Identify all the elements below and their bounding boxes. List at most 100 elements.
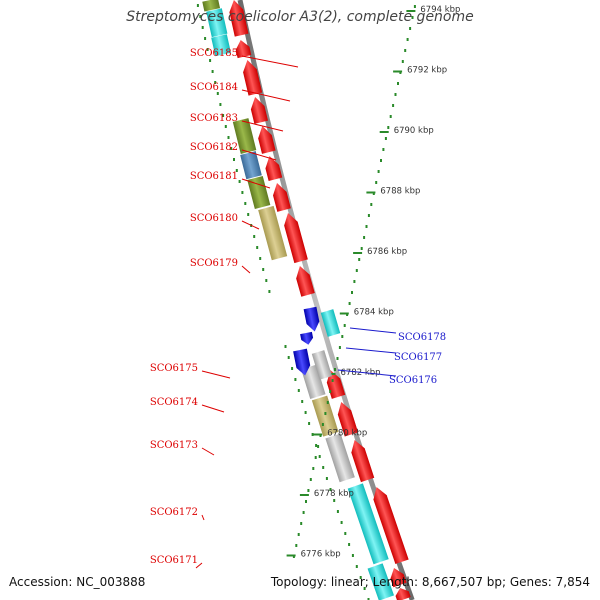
lower-strand-rail-dot: [325, 477, 328, 480]
ruler-tick: [392, 104, 395, 107]
lower-strand-rail-dot: [315, 444, 318, 447]
ruler-major-tick: [313, 433, 323, 436]
ruler-label: 6786 kbp: [367, 247, 407, 257]
gene-label-sco6180: SCO6180: [190, 213, 260, 230]
feature-block-3-shape: [211, 34, 231, 57]
forward-gene-3-shape: [243, 60, 263, 96]
upper-strand-rail-dot: [247, 213, 250, 216]
gene-name: SCO6172: [150, 507, 198, 518]
leader-line: [345, 347, 397, 354]
gene-label-sco6174: SCO6174: [150, 397, 225, 413]
lower-strand-rail-dot: [333, 499, 336, 502]
ruler-major-tick: [366, 191, 376, 194]
lower-strand-rail-dot: [301, 400, 304, 403]
feature-block-11-shape: [347, 483, 389, 565]
gene-label-sco6185: SCO6185: [190, 48, 299, 68]
leader-line: [349, 327, 397, 334]
upper-strand-rail-dot: [241, 191, 244, 194]
leader-line: [241, 265, 251, 274]
upper-strand-rail-dot: [253, 235, 256, 238]
reverse-cyan-block-shape: [320, 309, 341, 337]
ruler-label: 6788 kbp: [380, 186, 420, 196]
upper-strand-rail-dot: [265, 279, 268, 282]
reverse-cyan-block-block: [320, 309, 341, 337]
ruler-major-tick: [393, 70, 403, 73]
lower-strand-rail-dot: [367, 598, 370, 600]
ruler-tick: [353, 280, 356, 283]
upper-strand-rail-dot: [219, 103, 222, 106]
forward-gene-2-shape: [235, 40, 252, 59]
gene-label-sco6175: SCO6175: [150, 363, 231, 379]
forward-gene-15-shape: [395, 588, 411, 600]
upper-strand-rail-dot: [262, 268, 265, 271]
upper-strand-rail-dot: [256, 246, 259, 249]
lower-strand-rail: [284, 345, 370, 600]
ruler-tick: [401, 60, 404, 63]
ruler-major-tick: [406, 10, 416, 12]
upper-strand-rail-dot: [209, 59, 212, 62]
lower-strand-rail-dot: [344, 532, 347, 535]
feature-block-6-block: [247, 175, 271, 210]
feature-block-4-shape: [232, 118, 257, 154]
leader-line: [201, 447, 215, 456]
lower-strand-rail-dot: [287, 356, 290, 359]
forward-gene-7-shape: [273, 183, 291, 212]
lower-strand-rail-dot: [291, 367, 294, 370]
ruler-tick: [411, 16, 414, 19]
leader-line: [241, 89, 291, 102]
reverse-gene-sco6177-shape: [300, 331, 314, 345]
ruler-tick: [300, 522, 303, 525]
feature-block-2-shape: [206, 8, 228, 38]
forward-gene-2-arrow: [235, 40, 252, 59]
forward-gene-14-arrow: [390, 568, 407, 588]
gene-name: SCO6171: [150, 555, 198, 566]
gene-name: SCO6176: [389, 375, 437, 386]
forward-gene-11-arrow: [337, 402, 359, 437]
gene-label-sco6184: SCO6184: [190, 82, 291, 102]
ruler-tick: [406, 38, 409, 41]
forward-gene-3-arrow: [243, 60, 263, 96]
leader-line: [241, 149, 277, 161]
feature-block-7-block: [258, 205, 288, 261]
leader-line: [201, 370, 231, 379]
gene-label-sco6182: SCO6182: [190, 142, 277, 161]
forward-gene-14-shape: [390, 568, 407, 588]
ruler-tick: [370, 203, 373, 206]
lower-strand-rail-dot: [355, 565, 358, 568]
feature-block-9-block: [311, 395, 339, 437]
feature-block-12-shape: [367, 563, 395, 600]
upper-strand-rail-dot: [233, 158, 235, 161]
lower-strand-rail-dot: [304, 411, 307, 414]
gene-label-sco6177: SCO6177: [345, 347, 442, 363]
forward-gene-5-shape: [258, 126, 276, 154]
lower-strand-rail-dot: [311, 433, 314, 436]
ruler-label: 6792 kbp: [407, 65, 447, 75]
ruler-tick: [375, 181, 378, 184]
forward-gene-12-arrow: [351, 440, 375, 483]
ruler-major-tick: [353, 252, 363, 254]
ruler-tick: [360, 247, 363, 250]
upper-strand-rail-dot: [268, 290, 271, 293]
ruler-tick: [355, 269, 358, 272]
ruler-tick: [387, 126, 390, 129]
upper-strand-rail-dot: [238, 180, 241, 183]
ruler-label: 6784 kbp: [354, 307, 394, 317]
upper-strand-rail-dot: [206, 48, 209, 51]
gene-name: SCO6179: [190, 258, 238, 269]
forward-gene-7-arrow: [273, 183, 291, 212]
ruler-tick: [382, 148, 385, 151]
gene-label-sco6179: SCO6179: [190, 258, 251, 274]
ruler-label: 6790 kbp: [394, 126, 434, 136]
gene-name: SCO6184: [190, 82, 238, 93]
ruler-label: 6794 kbp: [420, 5, 460, 15]
upper-strand-rail-dot: [199, 15, 202, 18]
ruler-tick: [348, 302, 351, 305]
forward-gene-8-shape: [284, 213, 308, 264]
reverse-gene-sco6178-arrow: [303, 306, 320, 332]
forward-gene-10-arrow: [326, 370, 346, 399]
lower-strand-rail-dot: [294, 378, 297, 381]
gene-label-sco6171: SCO6171: [150, 555, 203, 569]
ruler-label: 6780 kbp: [327, 428, 367, 438]
upper-strand-rail-dot: [222, 114, 225, 117]
lower-strand-rail-dot: [351, 554, 354, 557]
